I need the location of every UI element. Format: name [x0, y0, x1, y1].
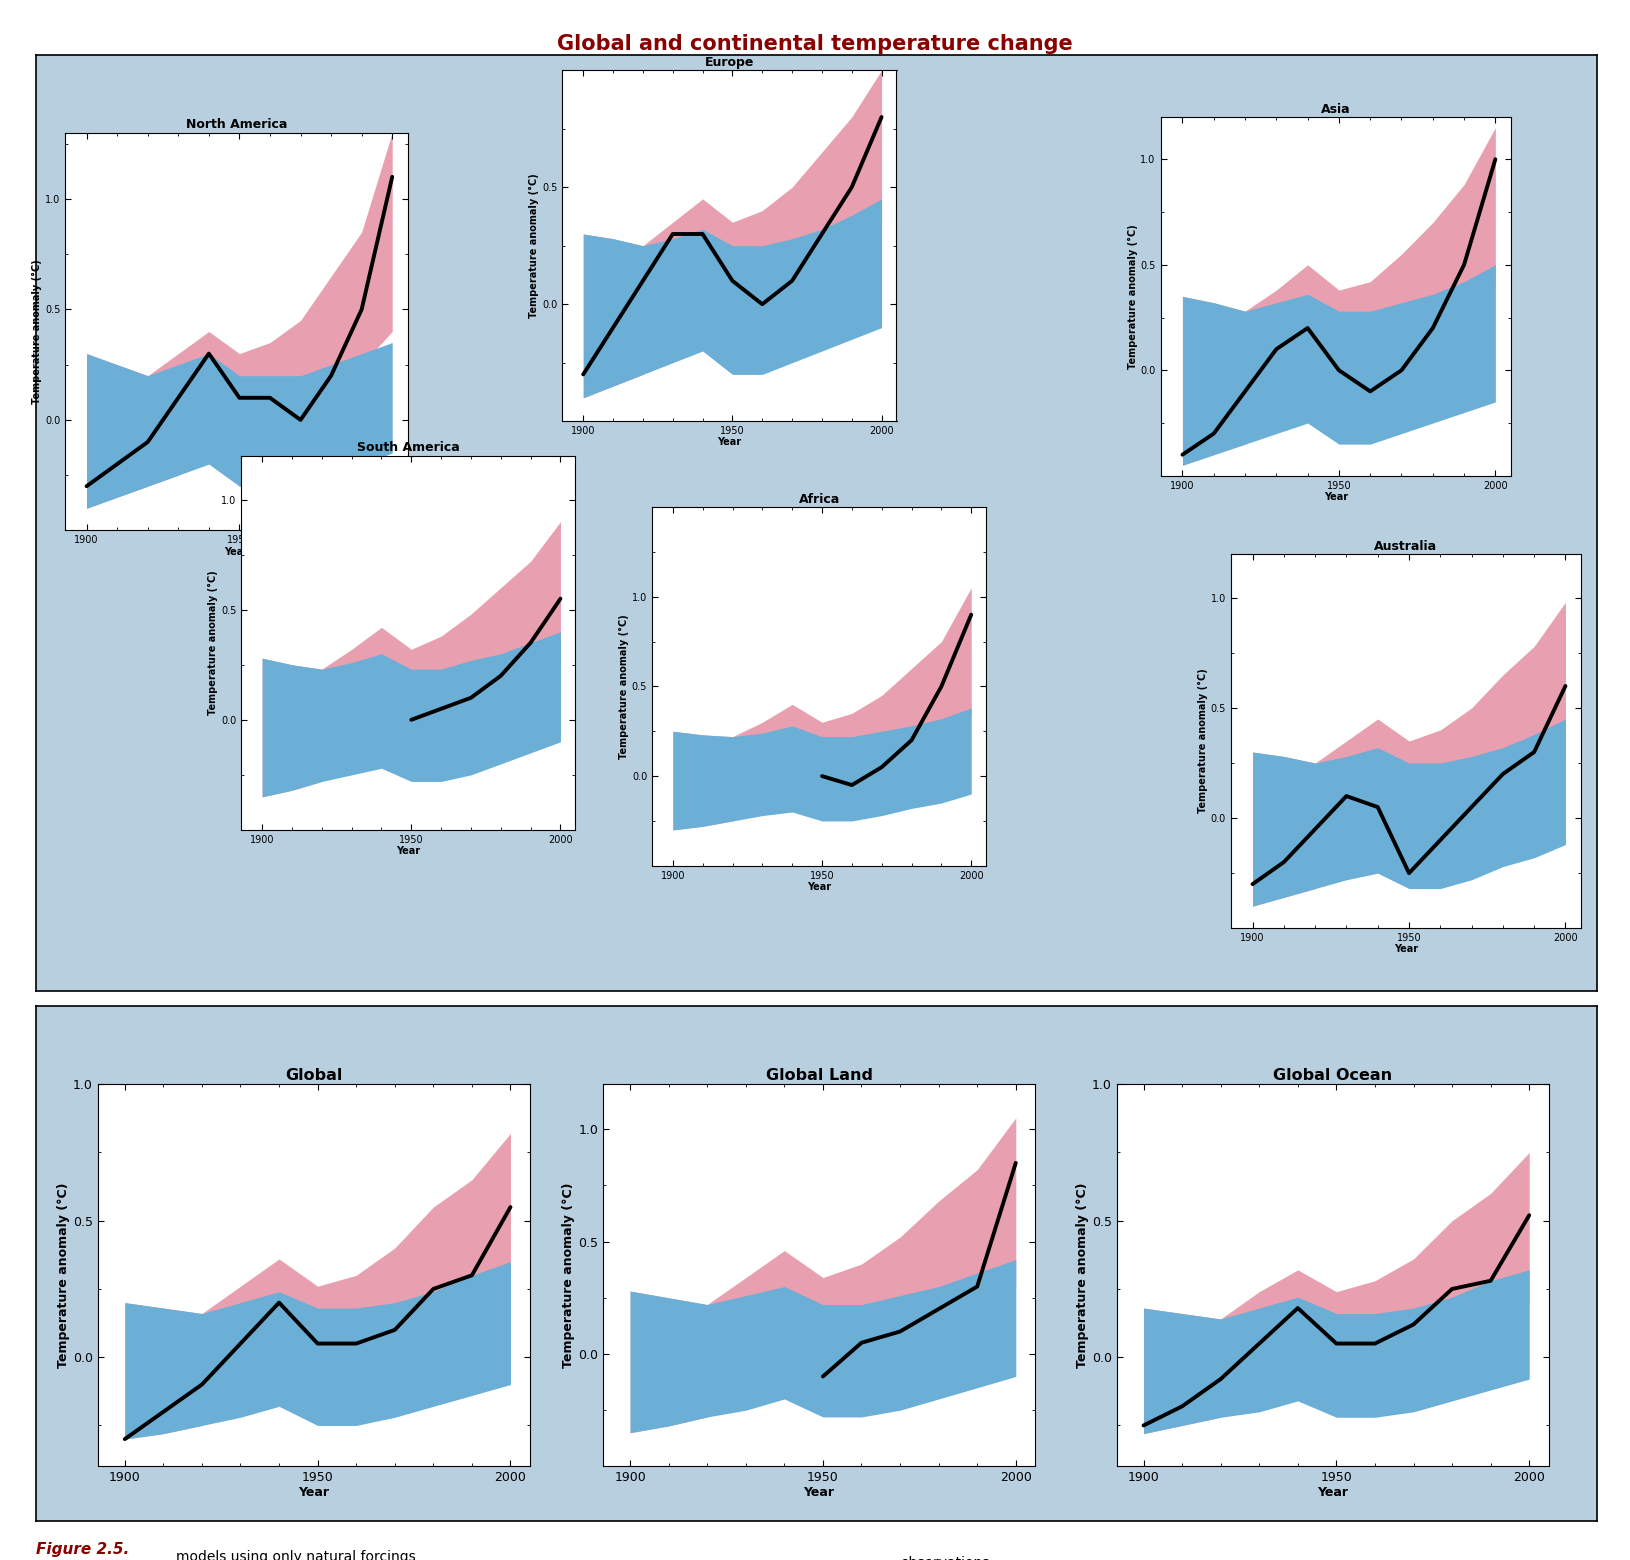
Title: Europe: Europe: [704, 56, 755, 69]
Y-axis label: Temperature anomaly (°C): Temperature anomaly (°C): [1128, 225, 1138, 368]
Y-axis label: Temperature anomaly (°C): Temperature anomaly (°C): [33, 259, 42, 404]
Title: North America: North America: [186, 119, 287, 131]
Text: Figure 2.5.: Figure 2.5.: [36, 1541, 129, 1557]
X-axis label: Year: Year: [298, 1485, 329, 1499]
X-axis label: Year: Year: [807, 881, 831, 892]
X-axis label: Year: Year: [225, 546, 248, 557]
X-axis label: Year: Year: [717, 437, 742, 448]
X-axis label: Year: Year: [804, 1485, 835, 1499]
X-axis label: Year: Year: [1317, 1485, 1348, 1499]
Y-axis label: Temperature anomaly (°C): Temperature anomaly (°C): [1076, 1182, 1089, 1368]
Y-axis label: Temperature anomaly (°C): Temperature anomaly (°C): [619, 615, 629, 758]
Text: Global and continental temperature change: Global and continental temperature chang…: [557, 34, 1073, 55]
Title: Asia: Asia: [1320, 103, 1351, 115]
X-axis label: Year: Year: [1394, 944, 1418, 955]
Y-axis label: Temperature anomaly (°C): Temperature anomaly (°C): [1198, 669, 1208, 813]
X-axis label: Year: Year: [1324, 491, 1348, 502]
Title: Global Land: Global Land: [766, 1069, 872, 1083]
Title: Global: Global: [285, 1069, 342, 1083]
X-axis label: Year: Year: [396, 846, 421, 856]
Text: models using only natural forcings: models using only natural forcings: [176, 1551, 416, 1560]
Y-axis label: Temperature anomaly (°C): Temperature anomaly (°C): [209, 571, 218, 714]
Title: Global Ocean: Global Ocean: [1273, 1069, 1392, 1083]
Title: Australia: Australia: [1374, 540, 1438, 552]
Title: South America: South America: [357, 441, 460, 454]
Y-axis label: Temperature anomaly (°C): Temperature anomaly (°C): [57, 1182, 70, 1368]
Y-axis label: Temperature anomaly (°C): Temperature anomaly (°C): [562, 1182, 575, 1368]
Y-axis label: Temperature anomaly (°C): Temperature anomaly (°C): [530, 173, 540, 318]
Title: Africa: Africa: [799, 493, 839, 505]
Text: observations: observations: [900, 1557, 989, 1560]
